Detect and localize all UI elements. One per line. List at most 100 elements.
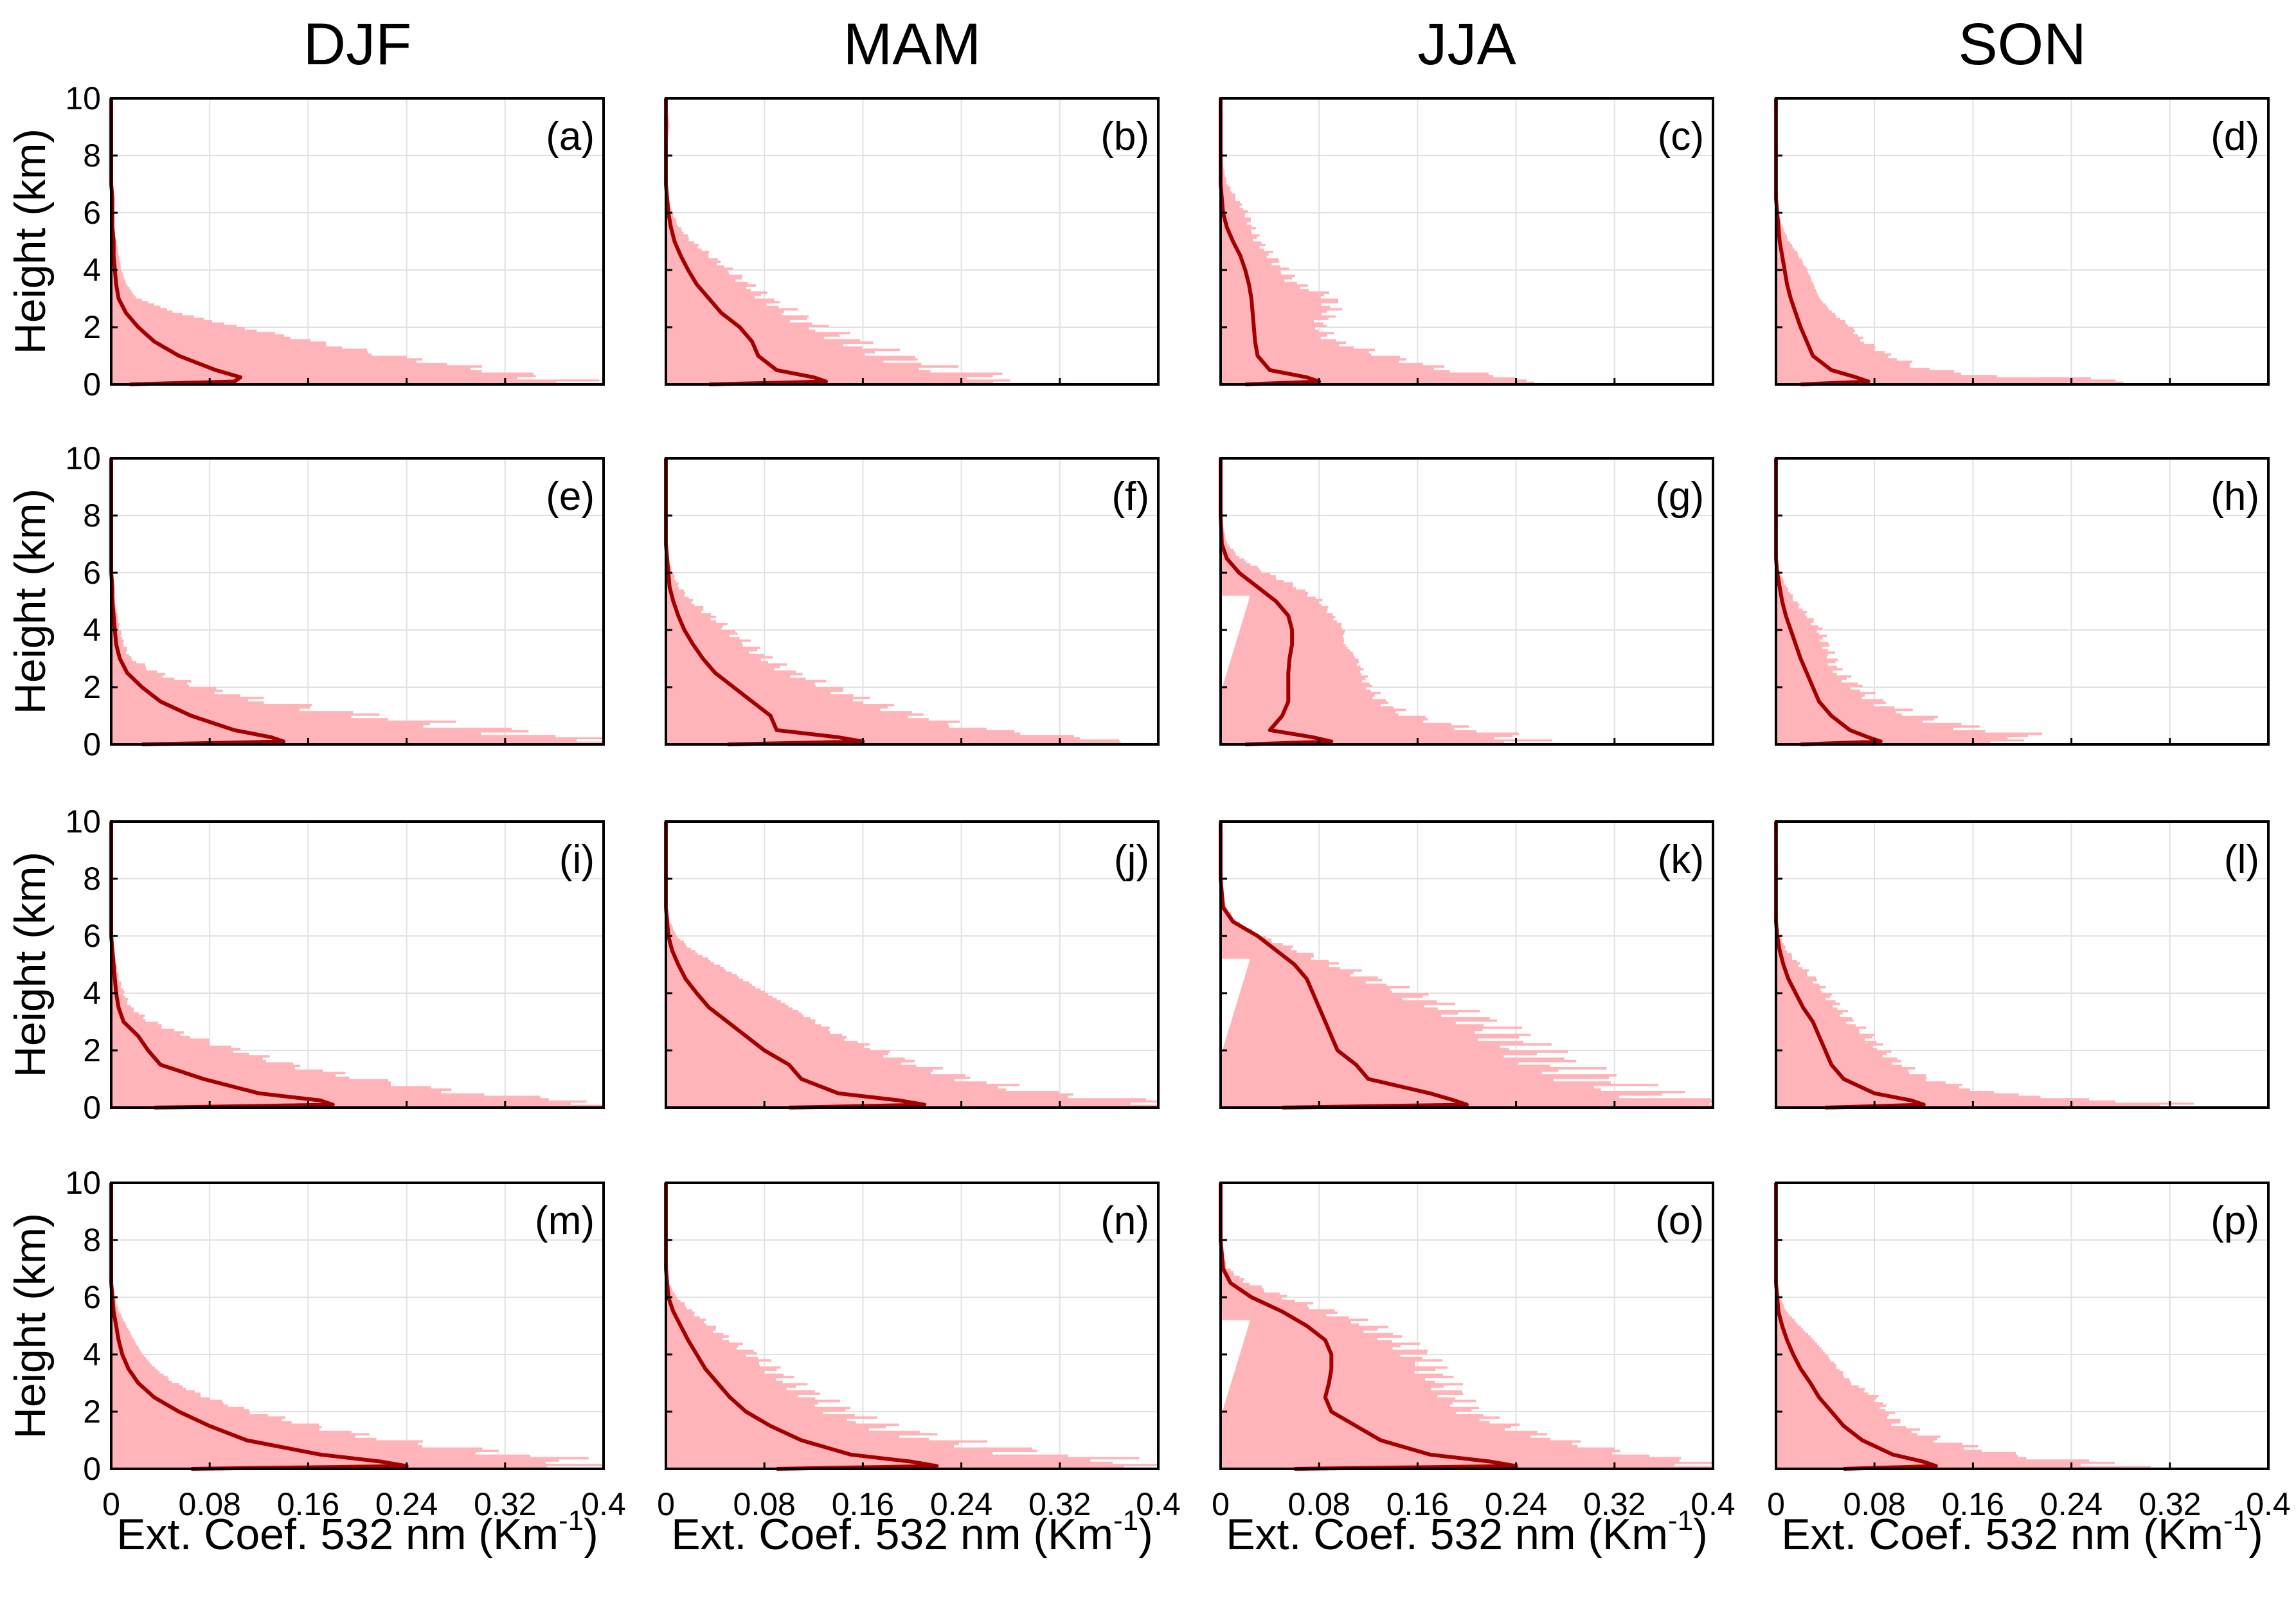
panel-d: (d) [1774, 97, 2270, 386]
spread-area [1776, 822, 2194, 1108]
mean-profile-line [1219, 458, 1334, 746]
spread-area [1221, 1183, 1713, 1469]
x-tick-label: 0 [102, 1486, 120, 1522]
y-tick-label: 4 [83, 612, 101, 648]
panel-frame [665, 820, 1160, 1109]
x-tick-label: 0 [1212, 1486, 1230, 1522]
panel-label: (i) [559, 838, 595, 882]
panel-frame [1219, 1182, 1714, 1470]
y-tick-label: 2 [83, 309, 101, 345]
panel-g: (g) [1219, 457, 1714, 746]
x-tick-label: 0.32 [2139, 1486, 2201, 1522]
x-tick-label: 0.08 [733, 1486, 796, 1522]
spread-area [111, 458, 604, 744]
y-tick-label: 6 [83, 918, 101, 954]
y-tick-label: 0 [83, 1090, 101, 1126]
y-tick-label: 10 [65, 804, 101, 840]
y-tick-label: 2 [83, 1394, 101, 1430]
y-tick-label: 8 [83, 1222, 101, 1258]
x-tick-label: 0.4 [2246, 1486, 2291, 1522]
panel-frame [665, 97, 1160, 386]
panel-a: (a) 0 2 4 6 8 10 [65, 80, 605, 402]
panel-c: (c) [1219, 97, 1714, 386]
y-tick-label: 0 [83, 726, 101, 762]
season-title-son: SON [1958, 12, 2086, 77]
x-tick-label: 0.24 [2040, 1486, 2103, 1522]
season-title-mam: MAM [843, 12, 982, 77]
panel-o: (o) 0 0.08 0.16 0.24 0.32 0.4 [1212, 1182, 1735, 1522]
panel-label: (f) [1111, 474, 1149, 519]
panel-label: (e) [546, 474, 595, 519]
panel-label: (g) [1655, 474, 1704, 519]
panel-m: (m) 0 2 4 6 8 10 0 0.08 0.16 0.24 0.32 0.4 [65, 1165, 625, 1522]
y-tick-label: 10 [65, 440, 101, 476]
spread-area [111, 822, 604, 1108]
y-tick-label: 10 [65, 80, 101, 116]
spread-area [666, 98, 1071, 384]
panel-j: (j) [664, 820, 1160, 1110]
x-tick-label: 0.24 [1485, 1486, 1547, 1522]
panel-frame [665, 1182, 1160, 1470]
panel-b: (b) [664, 97, 1160, 386]
panel-frame [1775, 820, 2270, 1109]
spread-area [666, 1183, 1158, 1469]
y-tick-label: 2 [83, 669, 101, 705]
x-tick-label: 0.4 [581, 1486, 626, 1522]
mean-profile-line [1219, 822, 1469, 1110]
x-axis-label: Ext. Coef. 532 nm (Km-1) [671, 1505, 1153, 1559]
panel-frame [110, 457, 605, 746]
panel-frame [1219, 97, 1714, 386]
panel-frame [1775, 1182, 2270, 1470]
season-titles: DJF MAM JJA SON [303, 12, 2086, 77]
y-tick-label: 4 [83, 252, 101, 288]
panel-label: (n) [1100, 1199, 1149, 1243]
x-axis-labels: Ext. Coef. 532 nm (Km-1) Ext. Coef. 532 n… [116, 1505, 2263, 1559]
panel-frame [110, 820, 605, 1109]
y-tick-label: 6 [83, 555, 101, 591]
panel-frame [1775, 457, 2270, 746]
panel-k: (k) [1219, 820, 1714, 1110]
panel-e: (e) 0 2 4 6 8 10 [65, 440, 605, 762]
x-tick-label: 0 [1767, 1486, 1785, 1522]
x-tick-label: 0 [657, 1486, 675, 1522]
spread-area [1221, 458, 1555, 744]
x-tick-label: 0.16 [832, 1486, 894, 1522]
x-tick-label: 0.24 [930, 1486, 992, 1522]
spread-area [1776, 1183, 2151, 1469]
y-tick-label: 8 [83, 138, 101, 174]
panel-frame [110, 1182, 605, 1470]
panel-label: (h) [2211, 474, 2259, 519]
panel-grid: (a) 0 2 4 6 8 10 (b) (c) (d) (e) 0 2 4 6 8 10 (f) (g) (h) (i… [65, 80, 2290, 1522]
panel-label: (b) [1100, 114, 1149, 159]
x-tick-label: 0.16 [1942, 1486, 2004, 1522]
x-axis-label: Ext. Coef. 532 nm (Km-1) [1226, 1505, 1708, 1559]
y-tick-label: 4 [83, 975, 101, 1011]
panel-i: (i) 0 2 4 6 8 10 [65, 804, 605, 1126]
x-tick-label: 0.32 [1028, 1486, 1091, 1522]
panel-frame [1219, 820, 1714, 1109]
spread-gap [1221, 595, 1250, 693]
panel-label: (a) [546, 114, 595, 159]
mean-profile-line [1219, 1183, 1518, 1471]
season-title-djf: DJF [303, 12, 412, 77]
y-tick-label: 0 [83, 366, 101, 402]
panel-p: (p) 0 0.08 0.16 0.24 0.32 0.4 [1767, 1182, 2291, 1522]
panel-label: (j) [1114, 838, 1149, 882]
spread-area [111, 1183, 604, 1469]
x-tick-label: 0.08 [1843, 1486, 1906, 1522]
y-axis-label: Height (km) [6, 1213, 55, 1439]
x-tick-label: 0.08 [1288, 1486, 1350, 1522]
spread-area [666, 458, 1145, 744]
panel-frame [1219, 457, 1714, 746]
spread-gap [1221, 1320, 1250, 1417]
panel-f: (f) [664, 457, 1160, 746]
x-tick-label: 0.16 [277, 1486, 339, 1522]
grid-lines [111, 458, 604, 744]
panel-h: (h) [1774, 457, 2270, 746]
x-axis-label: Ext. Coef. 532 nm (Km-1) [1781, 1505, 2263, 1559]
panel-frame [110, 97, 605, 386]
panel-label: (k) [1658, 838, 1704, 882]
y-axis-label: Height (km) [6, 489, 55, 714]
y-tick-label: 10 [65, 1165, 101, 1201]
